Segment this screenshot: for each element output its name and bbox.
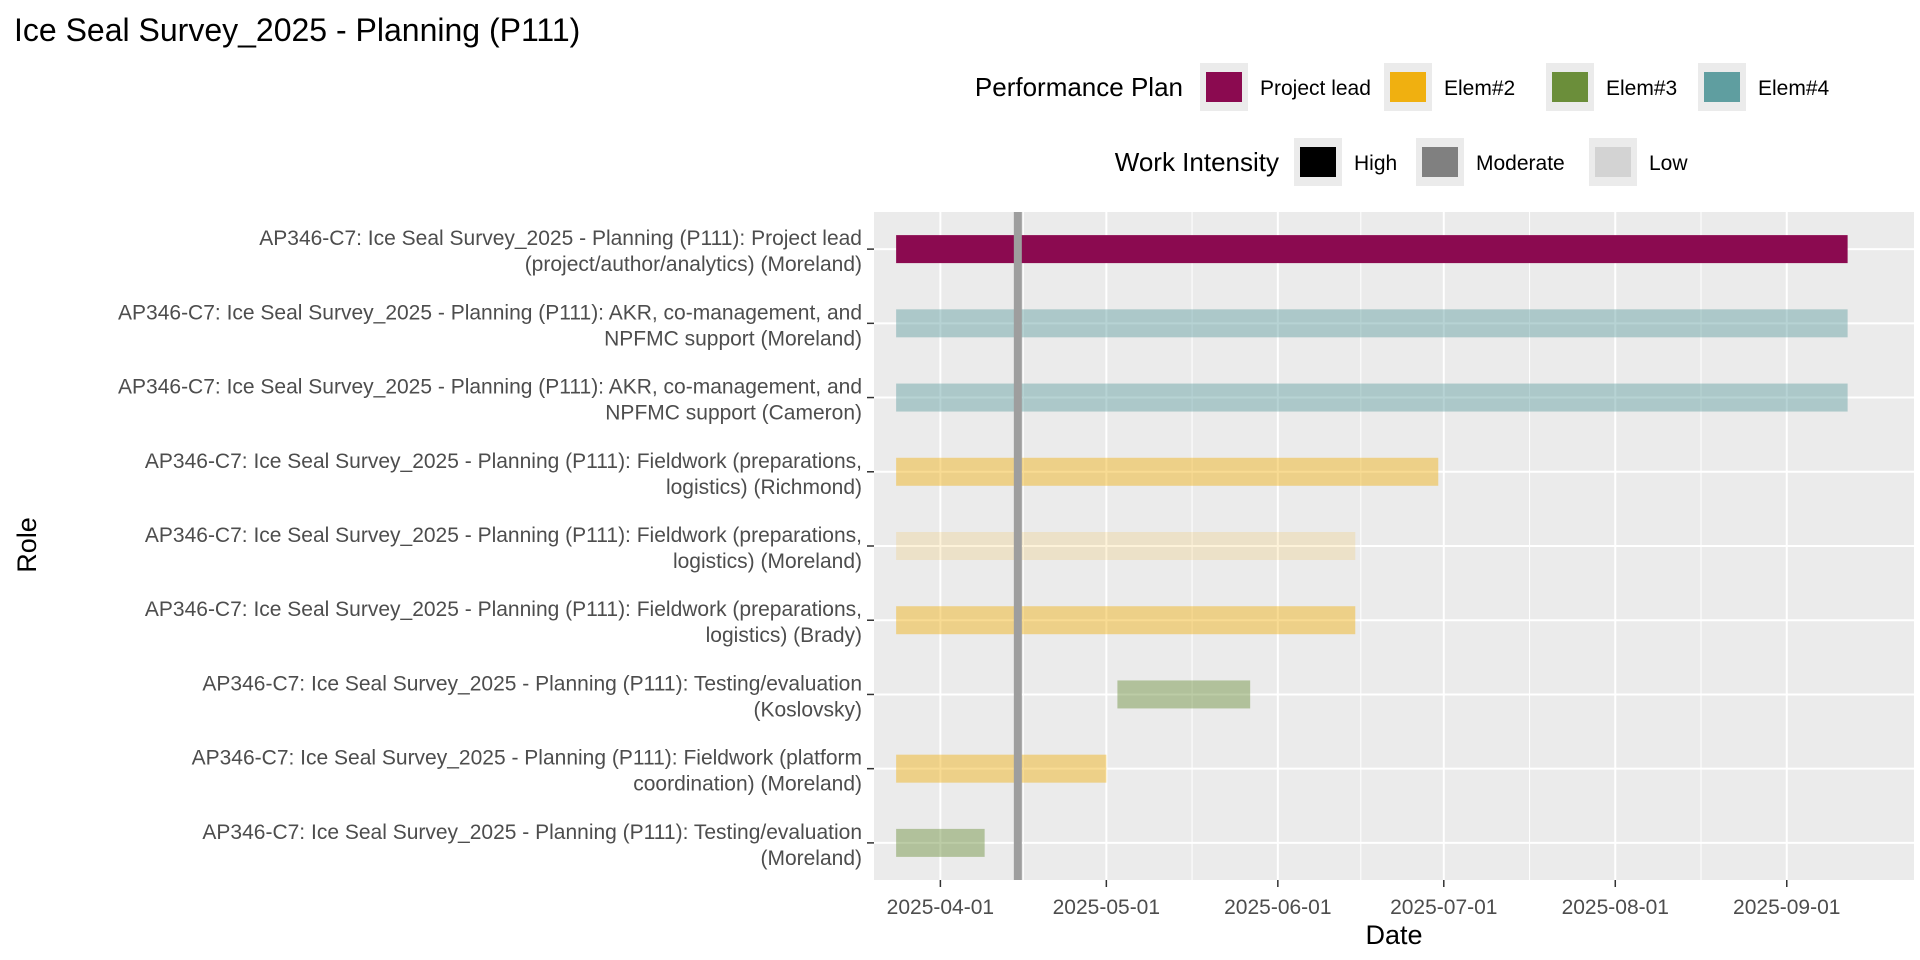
gantt-bar	[896, 235, 1848, 264]
y-tick-label-line: AP346-C7: Ice Seal Survey_2025 - Plannin…	[118, 301, 862, 324]
gantt-bar	[896, 606, 1356, 635]
legend-key-swatch	[1704, 72, 1740, 102]
x-axis-ticks: 2025-04-01 2025-05-01 2025-06-01 2025-07-01…	[887, 880, 1840, 919]
gantt-bar	[896, 828, 985, 857]
gantt-bar	[1117, 680, 1251, 709]
y-tick-label: AP346-C7: Ice Seal Survey_2025 - Plannin…	[192, 747, 862, 796]
y-tick-label-line: AP346-C7: Ice Seal Survey_2025 - Plannin…	[202, 821, 862, 844]
y-axis-labels: AP346-C7: Ice Seal Survey_2025 - Plannin…	[118, 227, 874, 870]
x-tick-label: 2025-07-01	[1390, 896, 1497, 919]
x-tick-label: 2025-08-01	[1562, 896, 1669, 919]
gantt-bar	[896, 383, 1848, 412]
legend-entry-label: Elem#2	[1444, 77, 1515, 100]
y-tick-label-line: NPFMC support (Cameron)	[605, 402, 862, 425]
legend-key-swatch	[1552, 72, 1588, 102]
y-tick-label-line: logistics) (Moreland)	[673, 550, 862, 573]
legend-key-swatch	[1595, 147, 1631, 177]
y-tick-label-line: AP346-C7: Ice Seal Survey_2025 - Plannin…	[259, 227, 862, 250]
legend-key-swatch	[1390, 72, 1426, 102]
y-tick-label-line: (Moreland)	[760, 847, 862, 870]
legend-entry-label: Project lead	[1260, 77, 1371, 100]
y-tick-label-line: logistics) (Brady)	[706, 624, 862, 647]
x-tick-label: 2025-06-01	[1224, 896, 1331, 919]
y-tick-label-line: AP346-C7: Ice Seal Survey_2025 - Plannin…	[202, 672, 862, 695]
legend-key-swatch	[1206, 72, 1242, 102]
y-tick-label-line: AP346-C7: Ice Seal Survey_2025 - Plannin…	[145, 450, 862, 473]
legend-entry-label: Elem#3	[1606, 77, 1677, 100]
y-tick-label: AP346-C7: Ice Seal Survey_2025 - Plannin…	[145, 450, 862, 499]
legend: Performance Plan Project lead Elem#2 Elem#3…	[975, 63, 1830, 186]
y-tick-label: AP346-C7: Ice Seal Survey_2025 - Plannin…	[145, 524, 862, 573]
legend-key-swatch	[1422, 147, 1458, 177]
legend-title: Work Intensity	[1115, 147, 1279, 177]
plot-panel	[874, 212, 1914, 880]
y-tick-label: AP346-C7: Ice Seal Survey_2025 - Plannin…	[259, 227, 862, 276]
y-tick-label-line: coordination) (Moreland)	[633, 773, 862, 796]
x-axis-label: Date	[1365, 920, 1422, 950]
y-tick-label-line: AP346-C7: Ice Seal Survey_2025 - Plannin…	[192, 747, 862, 770]
gantt-bar	[896, 532, 1356, 560]
x-tick-label: 2025-05-01	[1053, 896, 1160, 919]
chart-title: Ice Seal Survey_2025 - Planning (P111)	[14, 12, 581, 48]
y-tick-label-line: logistics) (Richmond)	[666, 476, 862, 499]
y-tick-label: AP346-C7: Ice Seal Survey_2025 - Plannin…	[118, 376, 862, 425]
y-tick-label: AP346-C7: Ice Seal Survey_2025 - Plannin…	[145, 598, 862, 647]
legend-entry-label: Moderate	[1476, 152, 1565, 175]
y-axis-label: Role	[12, 517, 42, 573]
y-tick-label-line: AP346-C7: Ice Seal Survey_2025 - Plannin…	[145, 598, 862, 621]
y-tick-label: AP346-C7: Ice Seal Survey_2025 - Plannin…	[202, 672, 862, 721]
legend-entry-label: High	[1354, 152, 1397, 175]
gantt-bar	[896, 457, 1439, 486]
legend-entry-label: Low	[1649, 152, 1688, 175]
legend-entry-label: Elem#4	[1758, 77, 1830, 100]
y-tick-label-line: AP346-C7: Ice Seal Survey_2025 - Plannin…	[145, 524, 862, 547]
y-tick-label: AP346-C7: Ice Seal Survey_2025 - Plannin…	[118, 301, 862, 350]
gantt-bar	[896, 309, 1848, 338]
y-tick-label-line: NPFMC support (Moreland)	[604, 327, 862, 350]
gantt-bar	[896, 754, 1107, 783]
bars-layer	[896, 235, 1848, 857]
y-tick-label-line: (project/author/analytics) (Moreland)	[525, 253, 862, 276]
legend-title: Performance Plan	[975, 72, 1183, 102]
y-tick-label-line: (Koslovsky)	[753, 698, 862, 721]
legend-key-swatch	[1300, 147, 1336, 177]
x-tick-label: 2025-04-01	[887, 896, 994, 919]
x-tick-label: 2025-09-01	[1733, 896, 1840, 919]
y-tick-label: AP346-C7: Ice Seal Survey_2025 - Plannin…	[202, 821, 862, 870]
y-tick-label-line: AP346-C7: Ice Seal Survey_2025 - Plannin…	[118, 376, 862, 399]
